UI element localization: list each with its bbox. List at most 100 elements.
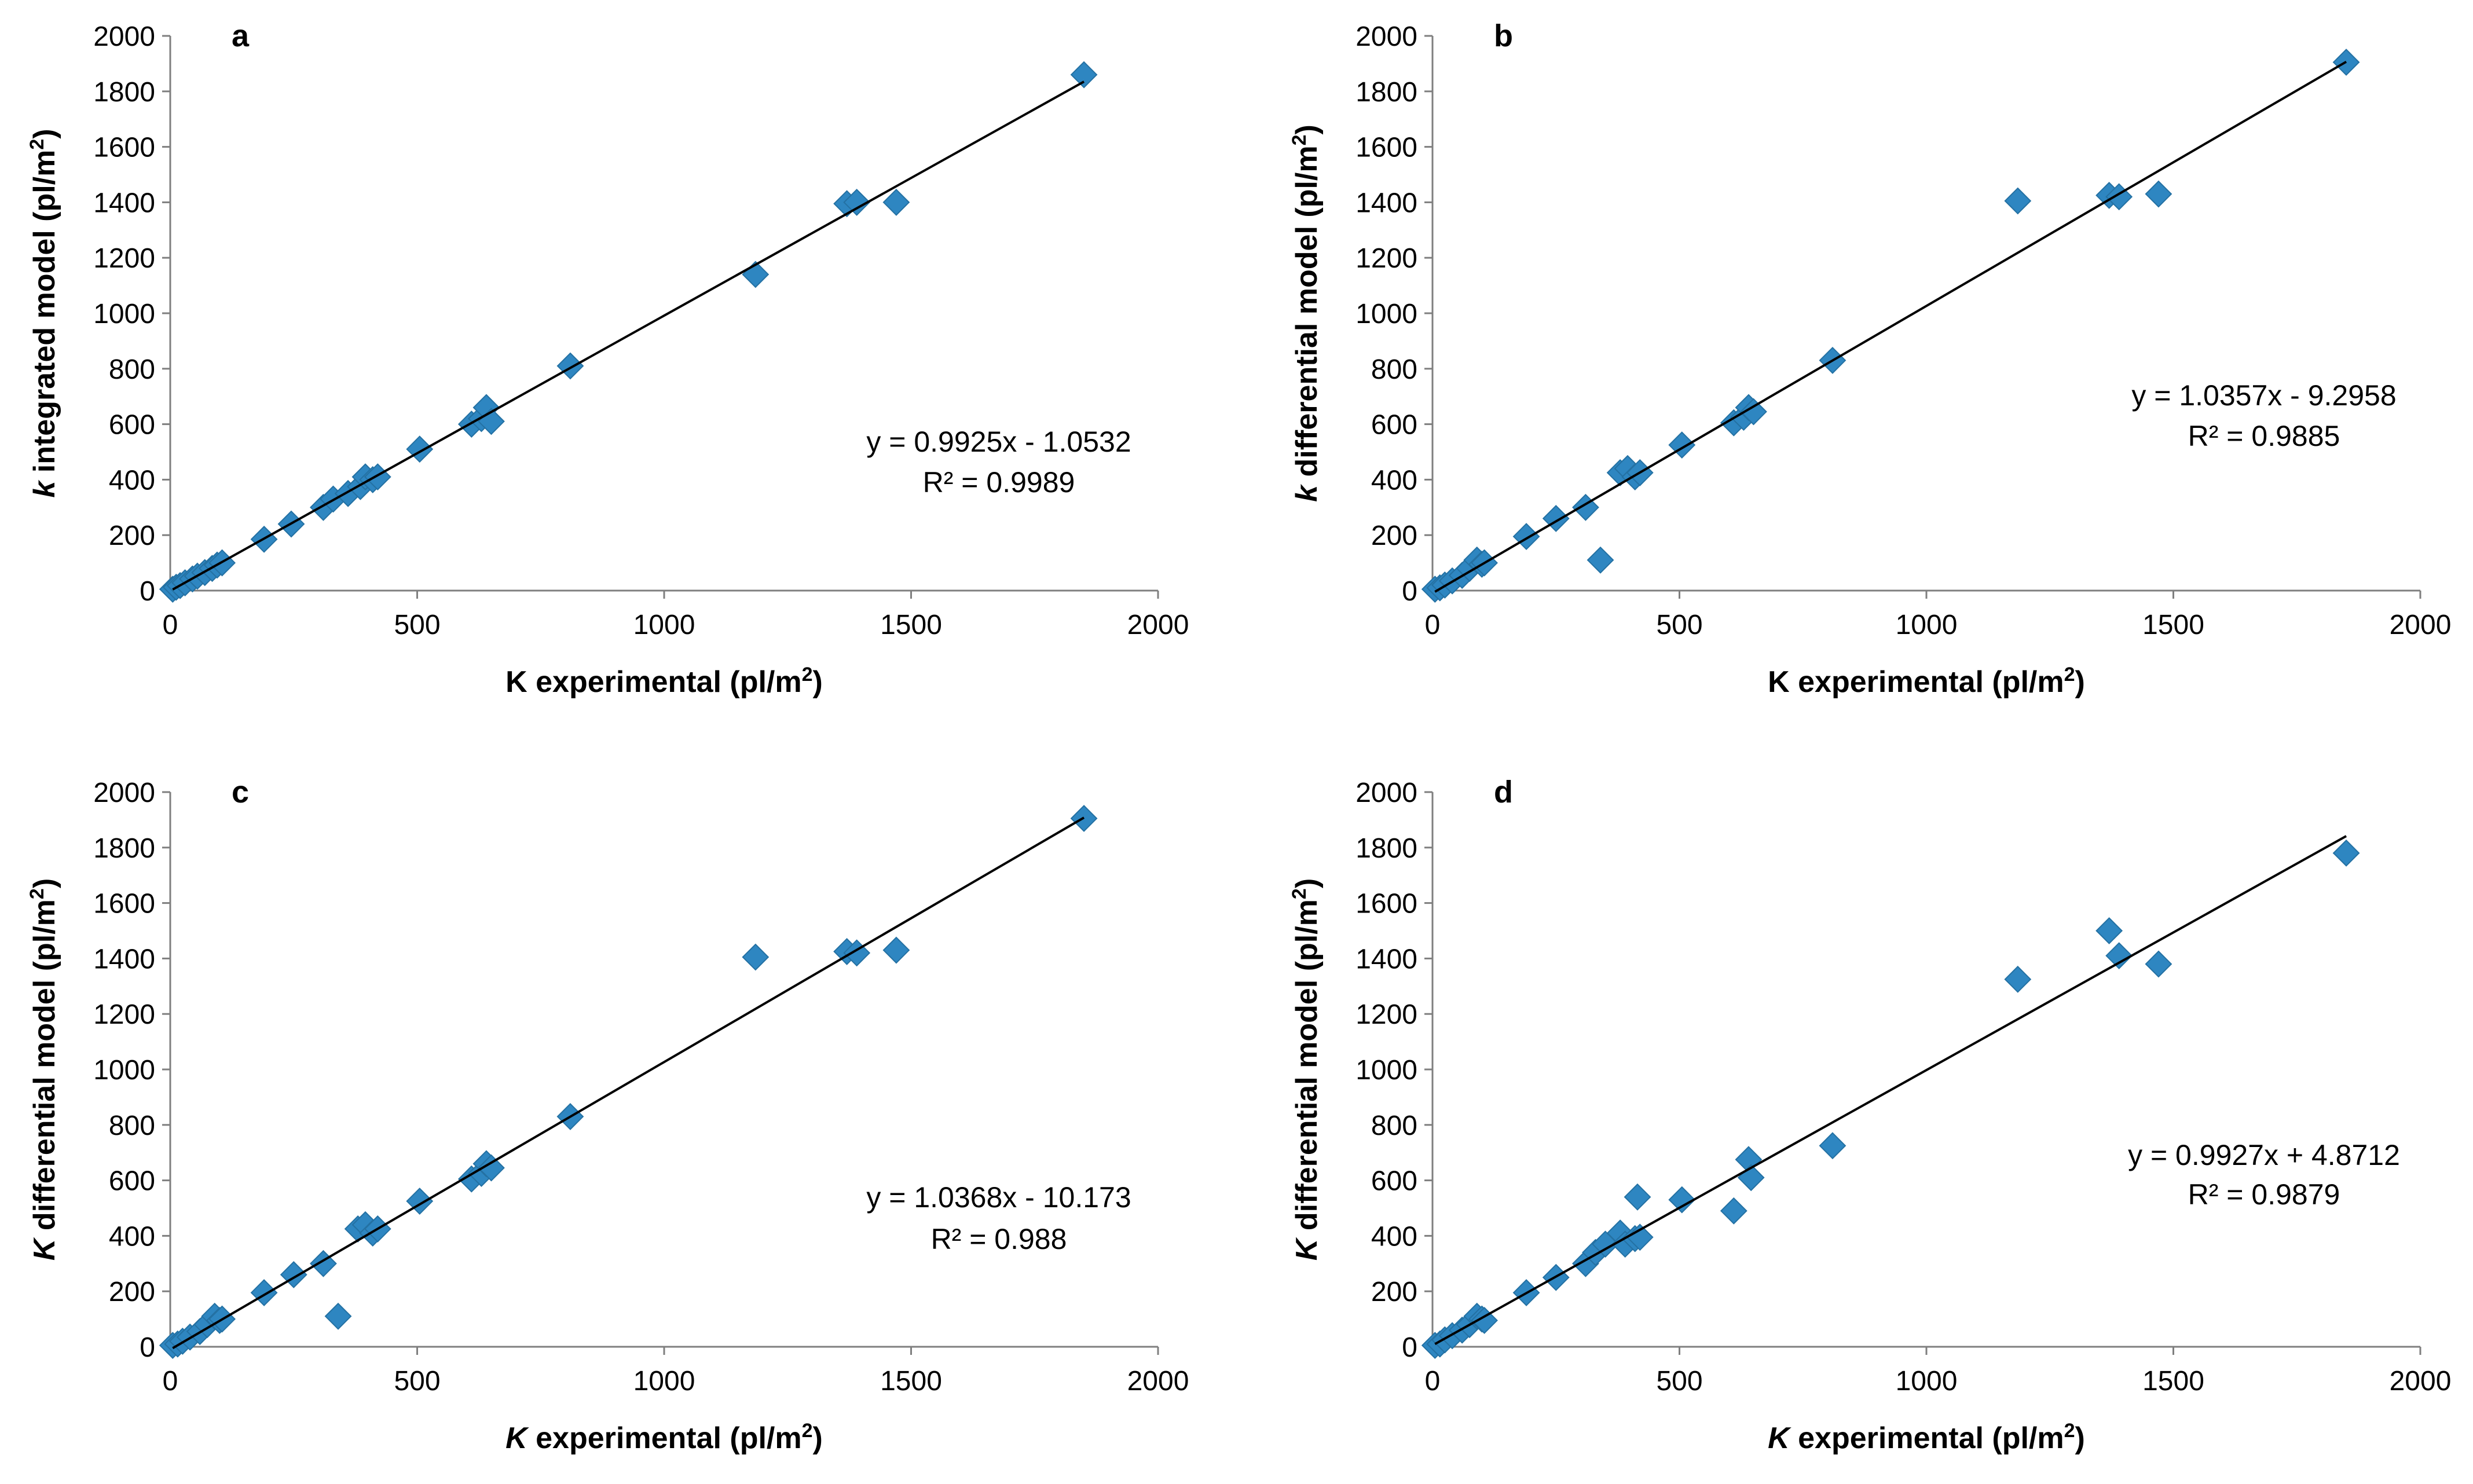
- y-tick-label: 600: [109, 410, 155, 441]
- x-tick-label: 1000: [1896, 1366, 1958, 1397]
- y-tick-label: 0: [1402, 576, 1417, 607]
- x-axis-title: K experimental (pl/m2): [505, 664, 823, 699]
- y-tick-label: 1800: [93, 77, 155, 108]
- trendline: [172, 80, 1085, 591]
- x-tick-label: 1500: [2142, 610, 2204, 640]
- y-tick-label: 800: [1371, 1111, 1417, 1141]
- data-point: [556, 352, 584, 380]
- data-point: [2145, 950, 2172, 978]
- x-tick-label: 2000: [1127, 610, 1189, 640]
- data-point: [1740, 398, 1767, 426]
- y-tick-label: 1600: [1355, 133, 1417, 163]
- x-tick-label: 1000: [633, 1366, 695, 1397]
- y-tick-label: 1200: [93, 999, 155, 1030]
- trendline: [172, 816, 1085, 1350]
- panel-letter: a: [232, 19, 250, 53]
- chart-panel-b: 0 200 400 600 800 1000 1200 1400 1600 1800 2000 0 50…: [1288, 19, 2451, 699]
- x-tick-label: 1000: [633, 610, 695, 640]
- trendline-equation: y = 1.0357x - 9.2958: [2131, 379, 2396, 412]
- y-axis-title: k differential model (pl/m2): [1288, 124, 1324, 502]
- y-tick-label: 200: [109, 1277, 155, 1307]
- data-point: [2095, 917, 2123, 944]
- x-axis-title: K experimental (pl/m2): [1768, 664, 2085, 699]
- r-squared-label: R² = 0.9885: [2188, 420, 2340, 452]
- y-tick-label: 1000: [1355, 299, 1417, 329]
- r-squared-label: R² = 0.9989: [923, 466, 1075, 499]
- trendline-equation: y = 0.9927x + 4.8712: [2128, 1139, 2400, 1171]
- chart-panel-c: 0 200 400 600 800 1000 1200 1400 1600 1800 2000 0 50…: [26, 775, 1189, 1455]
- data-point: [843, 188, 871, 216]
- x-tick-label: 1500: [880, 1366, 942, 1397]
- trendline: [1434, 835, 2347, 1346]
- panel-letter: c: [232, 775, 249, 809]
- y-tick-label: 600: [1371, 1166, 1417, 1197]
- trendline-equation: y = 1.0368x - 10.173: [866, 1181, 1131, 1214]
- data-point: [882, 936, 910, 964]
- x-tick-label: 0: [163, 1366, 178, 1397]
- y-tick-label: 200: [109, 521, 155, 551]
- data-point: [1587, 546, 1614, 574]
- y-tick-label: 800: [109, 1111, 155, 1141]
- y-axis-title: K differential model (pl/m2): [1288, 878, 1324, 1261]
- x-tick-label: 2000: [2390, 1366, 2452, 1397]
- x-tick-label: 1500: [2142, 1366, 2204, 1397]
- panel-letter: b: [1494, 19, 1513, 53]
- y-tick-label: 0: [140, 576, 155, 607]
- y-tick-label: 400: [109, 1221, 155, 1252]
- y-tick-label: 1400: [1355, 944, 1417, 974]
- y-tick-label: 800: [1371, 354, 1417, 385]
- data-point: [1512, 523, 1540, 551]
- data-point: [1624, 1183, 1651, 1211]
- y-tick-label: 1000: [93, 299, 155, 329]
- y-tick-label: 0: [1402, 1332, 1417, 1363]
- y-tick-label: 1600: [1355, 889, 1417, 919]
- y-tick-label: 800: [109, 354, 155, 385]
- r-squared-label: R² = 0.988: [931, 1223, 1067, 1255]
- data-point: [2332, 839, 2360, 867]
- data-point: [478, 1154, 505, 1182]
- y-tick-label: 1600: [93, 133, 155, 163]
- y-tick-label: 1000: [1355, 1055, 1417, 1086]
- data-point: [1819, 1132, 1846, 1160]
- x-tick-label: 500: [394, 1366, 440, 1397]
- x-axis-title: K experimental (pl/m2): [1768, 1420, 2085, 1455]
- trendline: [1434, 60, 2347, 593]
- y-tick-label: 2000: [93, 21, 155, 52]
- data-point: [2004, 187, 2032, 215]
- data-point: [742, 943, 770, 971]
- x-tick-label: 0: [163, 610, 178, 640]
- r-squared-label: R² = 0.9879: [2188, 1178, 2340, 1211]
- y-tick-label: 2000: [1355, 21, 1417, 52]
- y-tick-label: 200: [1371, 1277, 1417, 1307]
- data-point: [1626, 1223, 1654, 1251]
- x-tick-label: 500: [1656, 610, 1702, 640]
- y-tick-label: 1400: [1355, 188, 1417, 218]
- y-tick-label: 1400: [93, 188, 155, 218]
- x-tick-label: 500: [1656, 1366, 1702, 1397]
- y-tick-label: 1800: [93, 833, 155, 864]
- y-tick-label: 0: [140, 1332, 155, 1363]
- data-point: [882, 188, 910, 216]
- data-point: [324, 1302, 352, 1330]
- y-tick-label: 600: [109, 1166, 155, 1197]
- chart-panel-a: 0 200 400 600 800 1000 1200 1400 1600 1800 2000 0 50…: [26, 19, 1189, 699]
- y-tick-label: 1000: [93, 1055, 155, 1086]
- y-tick-label: 1800: [1355, 77, 1417, 108]
- data-point: [2105, 942, 2133, 970]
- data-point: [1720, 1197, 1747, 1225]
- data-point: [1668, 1186, 1696, 1214]
- data-point: [1070, 61, 1098, 89]
- x-tick-label: 2000: [2390, 610, 2452, 640]
- y-tick-label: 400: [1371, 465, 1417, 496]
- trendline-equation: y = 0.9925x - 1.0532: [866, 426, 1131, 458]
- data-point: [2004, 965, 2032, 993]
- y-tick-label: 1200: [93, 243, 155, 274]
- y-tick-label: 1600: [93, 889, 155, 919]
- y-tick-label: 400: [1371, 1221, 1417, 1252]
- x-tick-label: 1500: [880, 610, 942, 640]
- y-axis-title: k integrated model (pl/m2): [26, 129, 61, 497]
- chart-panel-d: 0 200 400 600 800 1000 1200 1400 1600 1800 2000 0 50…: [1288, 775, 2451, 1455]
- x-axis-title: K experimental (pl/m2): [505, 1420, 823, 1455]
- data-point: [2145, 180, 2172, 208]
